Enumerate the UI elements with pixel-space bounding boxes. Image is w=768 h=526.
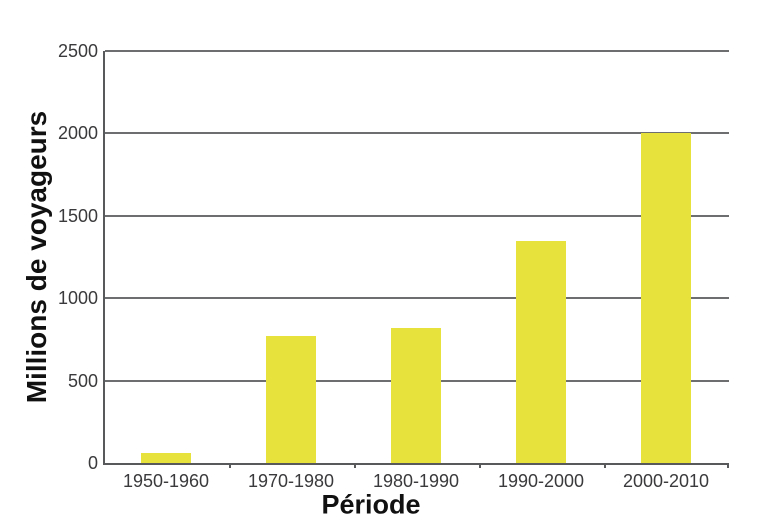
x-tick-label-2000-2010: 2000-2010	[622, 471, 710, 491]
y-tick-label-1000: 1000	[57, 288, 98, 309]
y-tick-label-2500: 2500	[57, 41, 98, 61]
y-tick-label-1500: 1500	[57, 205, 98, 226]
bar-1990-2000	[516, 240, 566, 463]
y-axis-title: Millions de voyageurs	[21, 110, 52, 404]
x-axis-tick	[353, 463, 356, 468]
bar-1950-1960	[141, 453, 191, 463]
x-axis-tick	[228, 463, 231, 468]
bar-1980-1990	[391, 327, 441, 463]
x-axis-title: Période	[321, 489, 421, 520]
x-axis-tick	[603, 463, 606, 468]
x-tick-label-1990-2000: 1990-2000	[497, 471, 585, 491]
y-tick-label-500: 500	[67, 370, 98, 391]
plot-area	[103, 50, 729, 468]
x-tick-label-1980-1990: 1980-1990	[372, 471, 460, 491]
x-tick-label-1950-1960: 1950-1960	[122, 471, 210, 491]
y-tick-label-0: 0	[87, 453, 98, 473]
gridline-2000	[105, 132, 729, 135]
bar-2000-2010	[641, 133, 691, 463]
y-tick-label-2000: 2000	[57, 123, 98, 144]
bar-1970-1980	[266, 336, 316, 463]
x-axis-tick	[727, 463, 729, 468]
gridline-2500	[105, 50, 729, 52]
gridline-1000	[105, 297, 729, 300]
gridline-1500	[105, 214, 729, 217]
x-tick-label-1970-1980: 1970-1980	[247, 471, 335, 491]
x-axis-tick	[478, 463, 481, 468]
